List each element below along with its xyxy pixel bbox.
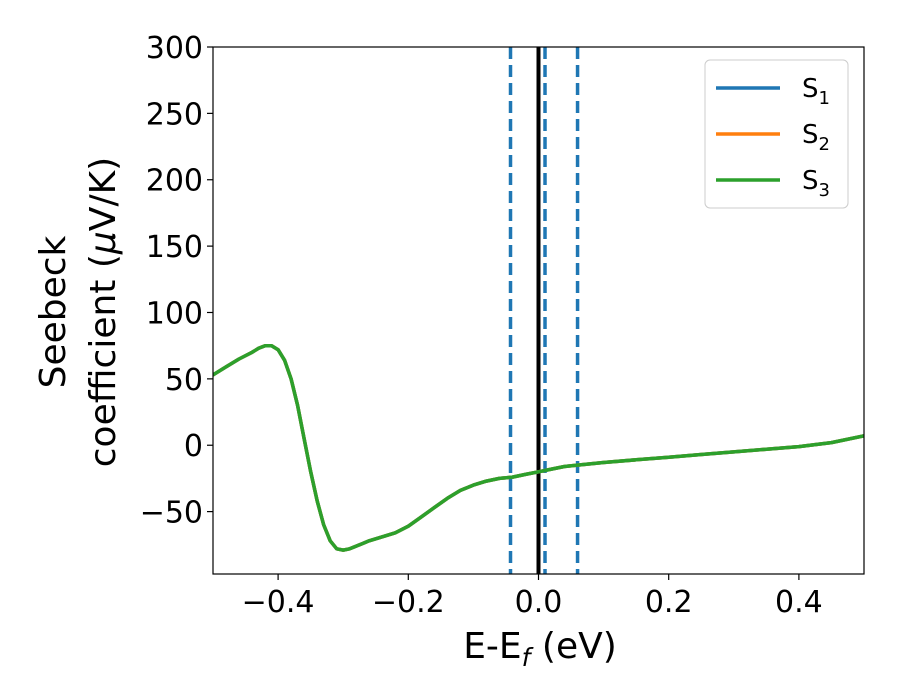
y-tick-label-0: −50 — [140, 496, 203, 531]
y-tick-label-2: 50 — [165, 363, 203, 398]
x-tick-label-1: −0.2 — [372, 585, 445, 620]
y-tick-label-4: 150 — [146, 230, 203, 265]
y-axis-title: Seebeck coefficient (μV/K) — [33, 157, 124, 467]
series-line-s3 — [213, 343, 864, 552]
y-tick-label-1: 0 — [184, 429, 203, 464]
legend-label-s3: S3 — [802, 166, 830, 201]
y-axis-title-line2-b: V/K) — [83, 157, 124, 231]
y-axis-title-line2-a: coefficient ( — [83, 254, 124, 467]
x-tick-label-4: 0.4 — [775, 585, 823, 620]
legend-label-name: S — [802, 166, 819, 196]
x-tick-label-0: −0.4 — [242, 585, 315, 620]
x-axis-title: E-Ef (eV) — [463, 626, 617, 672]
vertical-reference-lines — [508, 47, 580, 574]
y-tick-label-3: 100 — [146, 296, 203, 331]
y-axis-title-line2: coefficient (μV/K) — [83, 157, 124, 467]
legend-label-s2: S2 — [802, 120, 830, 155]
series-lines — [213, 343, 864, 552]
legend-label-s1: S1 — [802, 74, 830, 109]
legend-label-subscript: 3 — [819, 180, 830, 201]
x-axis-title-main: E-E — [463, 626, 521, 667]
x-tick-label-3: 0.2 — [645, 585, 693, 620]
legend-label-name: S — [802, 120, 819, 150]
legend-label-subscript: 1 — [819, 88, 830, 109]
y-tick-label-7: 300 — [146, 31, 203, 66]
y-axis-title-line1: Seebeck — [33, 235, 74, 388]
y-tick-label-6: 250 — [146, 97, 203, 132]
x-axis-ticks: −0.4 −0.2 0.0 0.2 0.4 — [242, 574, 823, 620]
y-axis-ticks: −50 0 50 100 150 200 250 300 — [140, 31, 213, 531]
x-axis-title-tail: (eV) — [530, 626, 616, 667]
legend-label-subscript: 2 — [819, 134, 830, 155]
y-axis-title-mu: μ — [83, 231, 124, 255]
legend-label-name: S — [802, 74, 819, 104]
x-tick-label-2: 0.0 — [515, 585, 563, 620]
y-tick-label-5: 200 — [146, 164, 203, 199]
